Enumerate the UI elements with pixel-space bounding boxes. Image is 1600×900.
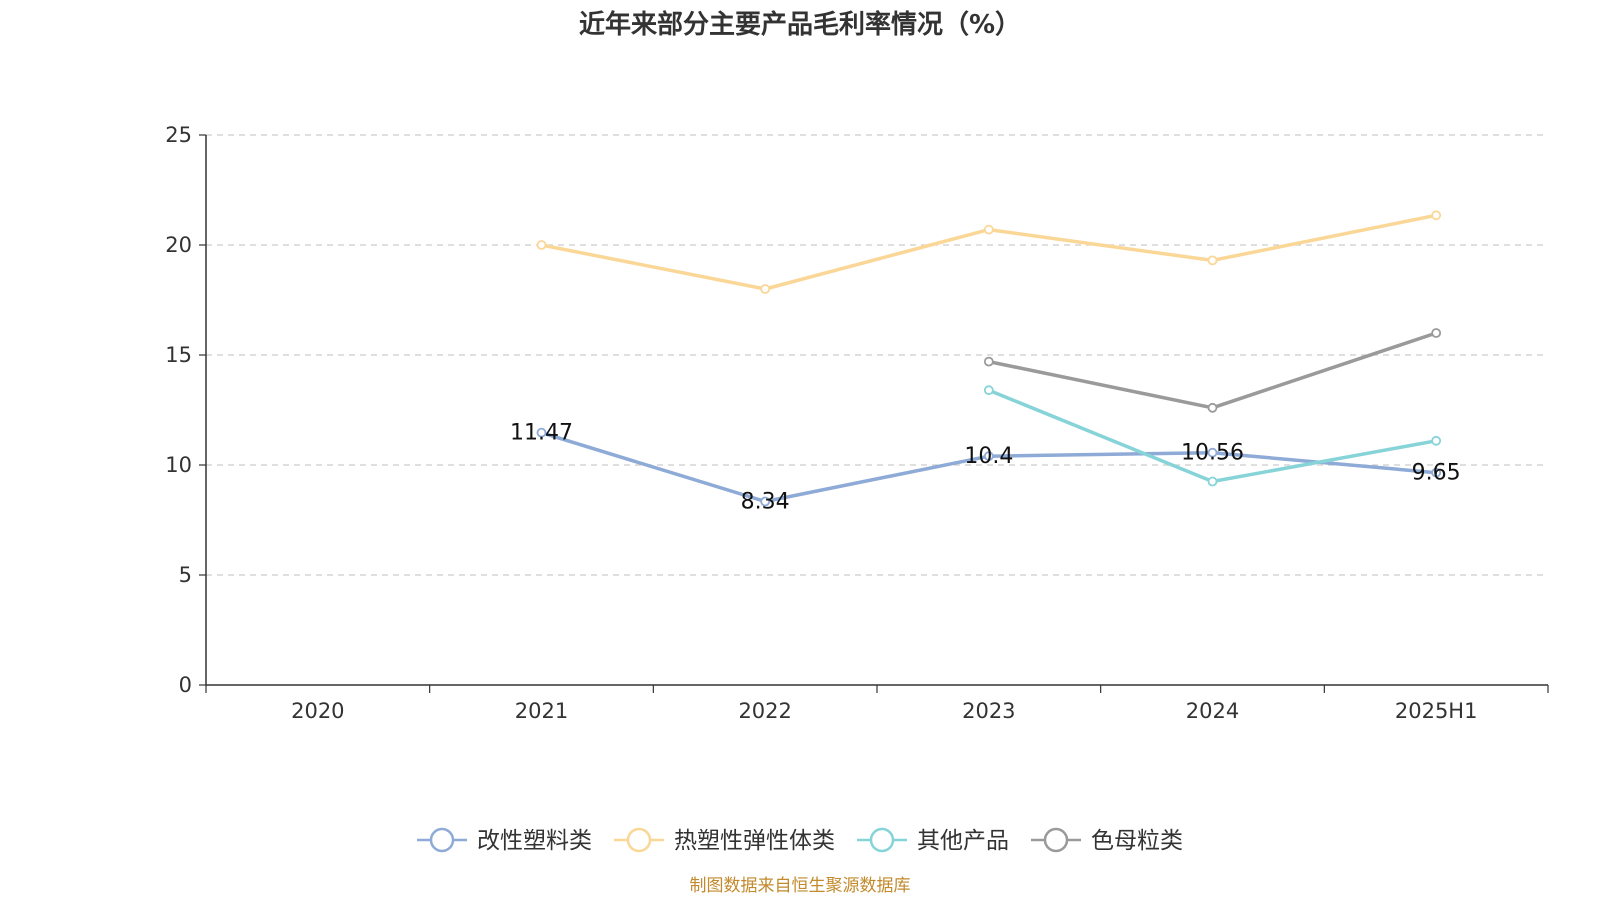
data-label: 10.56: [1181, 441, 1244, 466]
legend-label: 其他产品: [917, 828, 1009, 854]
legend-item[interactable]: 其他产品: [857, 827, 1009, 854]
axes: 0 5 10 15 20 25 2020 2021 2022 2023 2024 2025H1: [165, 123, 1549, 723]
x-tick-label: 2021: [515, 699, 568, 723]
data-point: [1431, 328, 1442, 338]
legend-label: 改性塑料类: [477, 828, 592, 854]
legend-item[interactable]: 热塑性弹性体类: [614, 827, 835, 854]
data-point: [1207, 402, 1218, 413]
data-label: 10.4: [964, 444, 1013, 469]
series-line: [988, 331, 1437, 410]
data-point: [1207, 447, 1218, 458]
y-tick-label: 0: [179, 673, 192, 697]
data-point: [536, 240, 547, 250]
data-labels: 11.47 8.34 10.4 10.56 9.65: [510, 421, 1461, 515]
x-tick-label: 2023: [962, 699, 1015, 723]
grid: [206, 134, 1548, 576]
y-tick-label: 10: [165, 453, 192, 477]
legend-item[interactable]: 改性塑料类: [417, 827, 592, 854]
data-point: [760, 284, 771, 294]
legend-label: 热塑性弹性体类: [674, 828, 835, 854]
legend[interactable]: 改性塑料类 热塑性弹性体类 其他产品 色母粒类: [417, 827, 1183, 854]
legend-label: 色母粒类: [1091, 828, 1183, 854]
y-tick-label: 25: [165, 123, 192, 147]
data-label: 11.47: [510, 421, 573, 446]
y-tick-label: 15: [165, 343, 192, 367]
data-point: [1431, 467, 1442, 478]
data-point: [1431, 435, 1442, 446]
x-tick-label: 2020: [291, 699, 344, 723]
data-point: [983, 224, 994, 235]
legend-marker-icon: [1043, 827, 1069, 853]
x-tick-label: 2024: [1186, 699, 1239, 723]
data-point: [983, 385, 994, 396]
data-point: [983, 356, 994, 367]
data-point: [1207, 476, 1218, 487]
y-tick-label: 20: [165, 233, 192, 257]
data-label: 9.65: [1412, 461, 1461, 486]
legend-marker-icon: [869, 827, 895, 853]
source-note: 制图数据来自恒生聚源数据库: [690, 876, 911, 896]
data-point: [536, 427, 547, 438]
data-point: [1207, 255, 1218, 266]
x-tick-label: 2022: [738, 699, 791, 723]
y-tick-label: 5: [179, 563, 192, 587]
legend-marker-icon: [626, 827, 652, 853]
data-point: [760, 496, 771, 507]
chart-title: 近年来部分主要产品毛利率情况（%）: [579, 9, 1021, 40]
data-label: 8.34: [741, 490, 790, 515]
legend-marker-icon: [429, 827, 455, 853]
series-group: [536, 210, 1442, 507]
data-point: [983, 451, 994, 462]
x-tick-label: 2025H1: [1395, 699, 1478, 723]
legend-item[interactable]: 色母粒类: [1031, 827, 1183, 854]
data-point: [1431, 210, 1442, 221]
